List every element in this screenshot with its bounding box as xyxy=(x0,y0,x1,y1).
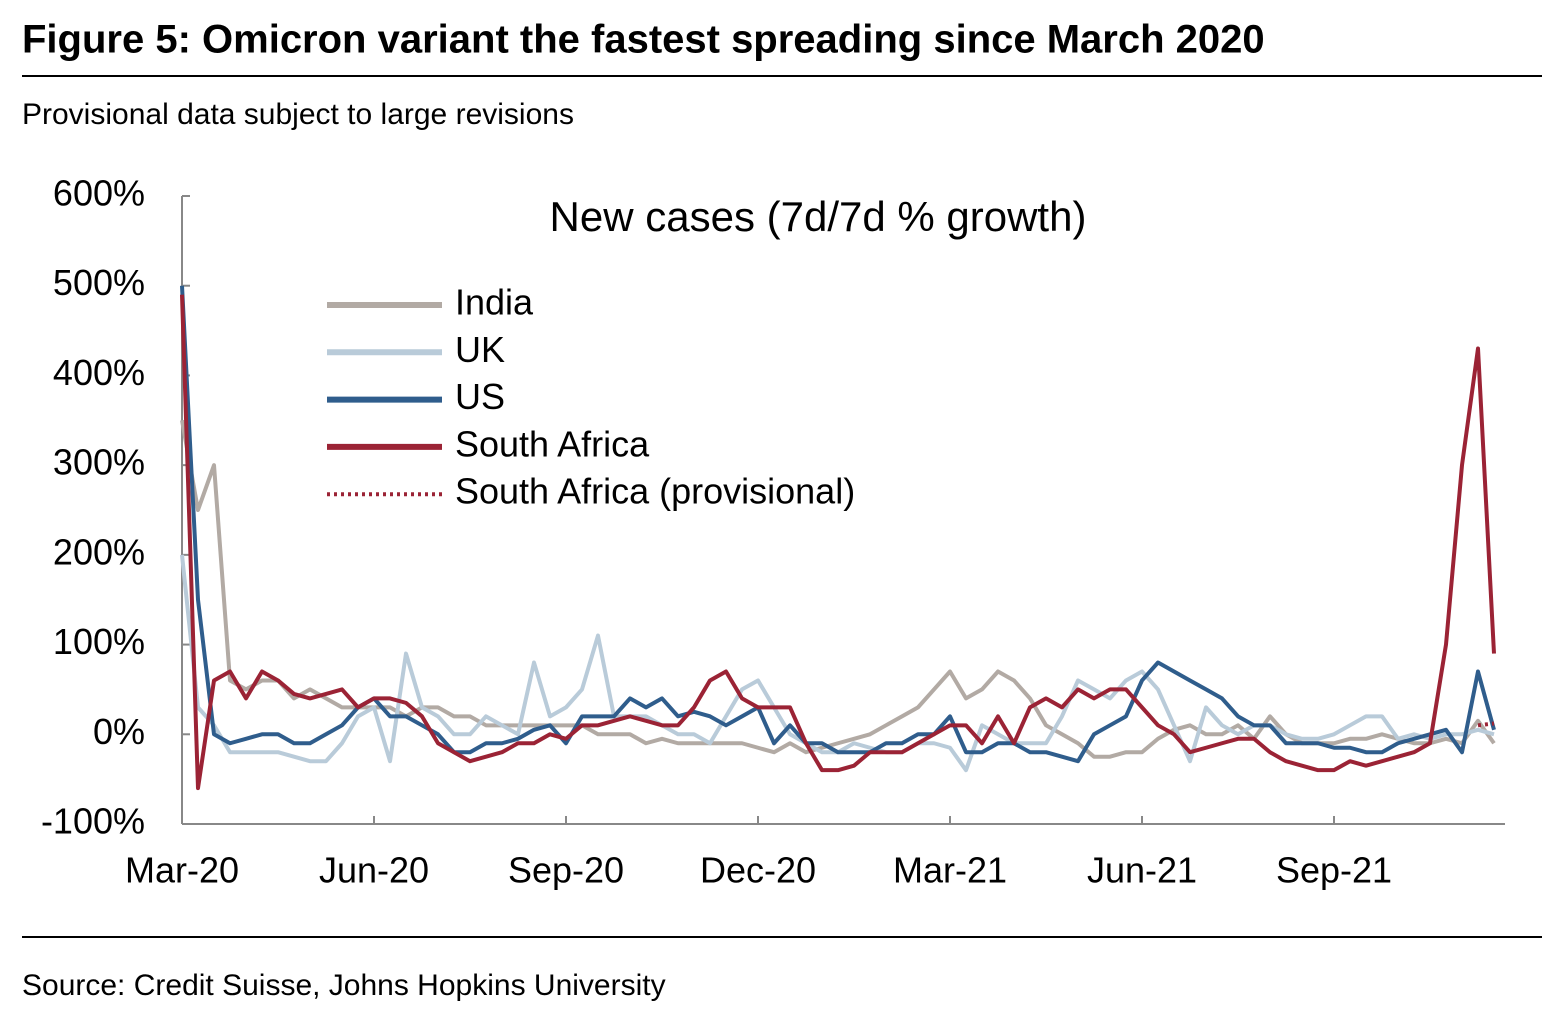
series-line xyxy=(180,285,1496,764)
legend-label: South Africa (provisional) xyxy=(455,471,855,512)
x-tick-label: Dec-20 xyxy=(700,850,816,891)
x-tick-label: Sep-20 xyxy=(508,850,624,891)
y-tick-label: 100% xyxy=(53,621,145,662)
chart-subtitle: Provisional data subject to large revisi… xyxy=(22,98,574,131)
series-line xyxy=(180,419,1496,759)
x-tick-label: Mar-20 xyxy=(125,850,239,891)
y-tick-label: 200% xyxy=(53,531,145,572)
chart-title: Figure 5: Omicron variant the fastest sp… xyxy=(22,18,1265,62)
x-tick-label: Mar-21 xyxy=(893,850,1007,891)
y-tick-label: -100% xyxy=(41,801,145,842)
x-tick-label: Sep-21 xyxy=(1276,850,1392,891)
chart-annotation: New cases (7d/7d % growth) xyxy=(550,193,1087,240)
y-tick-label: 300% xyxy=(53,442,145,483)
y-tick-label: 600% xyxy=(53,173,145,214)
y-tick-label: 400% xyxy=(53,352,145,393)
series-line xyxy=(180,294,1496,791)
legend-label: South Africa xyxy=(455,423,650,464)
source: Source: Credit Suisse, Johns Hopkins Uni… xyxy=(22,969,666,1002)
y-tick-label: 500% xyxy=(53,262,145,303)
y-tick-label: 0% xyxy=(93,711,145,752)
x-tick-label: Jun-20 xyxy=(319,850,429,891)
legend-label: US xyxy=(455,376,505,417)
x-tick-label: Jun-21 xyxy=(1087,850,1197,891)
series-line xyxy=(1477,721,1495,728)
legend-label: India xyxy=(455,282,534,323)
legend-label: UK xyxy=(455,329,505,370)
series-line xyxy=(180,554,1495,773)
